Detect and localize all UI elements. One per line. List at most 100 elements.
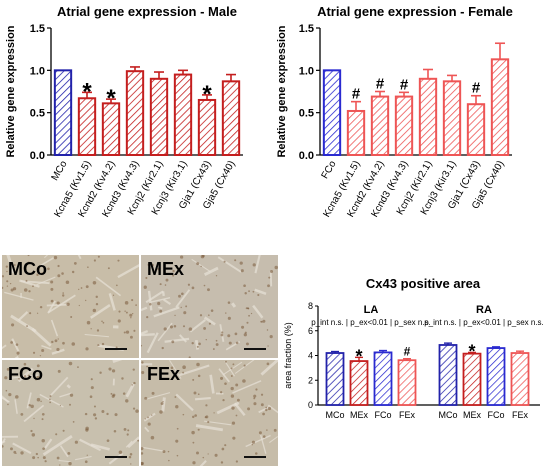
cx43-x-tick-label: FCo <box>487 410 504 420</box>
histology-stain-dot <box>68 461 72 466</box>
histology-fiber <box>108 293 116 311</box>
histology-stain-dot <box>102 321 105 324</box>
histology-stain-dot <box>61 272 64 275</box>
histology-stain-dot <box>255 388 258 391</box>
histology-stain-dot <box>42 456 46 460</box>
scale-bar <box>244 456 266 458</box>
histology-stain-dot <box>207 288 210 292</box>
cx43-x-tick-label: MEx <box>350 410 369 420</box>
histology-stain-dot <box>27 374 30 377</box>
histology-stain-dot <box>267 284 270 288</box>
histology-stain-dot <box>6 280 9 283</box>
cx43-y-tick-label: 6 <box>308 326 313 336</box>
histology-stain-dot <box>30 429 33 433</box>
histology-stain-dot <box>27 261 30 264</box>
histology-stain-dot <box>191 286 195 290</box>
histology-stain-dot <box>70 316 73 319</box>
histology-fiber <box>90 443 110 451</box>
histology-stain-dot <box>221 331 224 334</box>
histology-stain-dot <box>92 281 97 285</box>
histology-stain-dot <box>65 280 70 285</box>
histology-stain-dot <box>203 284 206 287</box>
histology-stain-dot <box>178 294 181 298</box>
male-bar <box>149 77 169 156</box>
histology-stain-dot <box>73 262 77 265</box>
histology-fiber <box>125 383 135 398</box>
histology-texture <box>141 360 278 466</box>
histology-stain-dot <box>145 276 148 279</box>
histology-stain-dot <box>203 326 207 330</box>
histology-fiber <box>203 266 219 276</box>
histology-fiber <box>260 360 278 376</box>
histology-fiber <box>84 333 110 338</box>
histology-fiber <box>144 426 150 433</box>
histology-stain-dot <box>106 439 110 443</box>
histology-stain-dot <box>86 454 88 456</box>
histology-stain-dot <box>8 393 12 397</box>
histology-fiber <box>112 360 123 364</box>
histology-stain-dot <box>205 415 209 419</box>
histology-stain-dot <box>230 386 234 391</box>
histology-stain-dot <box>181 292 184 296</box>
histology-fiber <box>144 392 171 400</box>
histology-stain-dot <box>95 295 98 299</box>
female-significance-marker: # <box>472 80 481 97</box>
histology-stain-dot <box>74 440 78 444</box>
histology-stain-dot <box>235 460 239 463</box>
histology-panel-fco: FCo <box>2 360 139 466</box>
histology-stain-dot <box>149 302 152 306</box>
histology-stain-dot <box>228 341 232 345</box>
histology-stain-dot <box>32 351 36 354</box>
histology-stain-dot <box>163 327 167 331</box>
cx43-chart-title: Cx43 positive area <box>366 276 481 291</box>
histology-stain-dot <box>71 342 76 346</box>
histology-stain-dot <box>243 333 247 337</box>
histology-stain-dot <box>179 255 184 259</box>
histology-stain-dot <box>260 320 263 323</box>
histology-stain-dot <box>183 311 187 315</box>
histology-stain-dot <box>222 398 225 402</box>
histology-stain-dot <box>137 439 139 442</box>
histology-stain-dot <box>16 351 20 355</box>
cx43-bar <box>373 351 393 406</box>
histology-stain-dot <box>12 287 17 291</box>
histology-stain-dot <box>192 441 195 444</box>
histology-stain-dot <box>32 456 36 460</box>
histology-stain-dot <box>36 376 40 380</box>
histology-stain-dot <box>207 420 210 424</box>
histology-stain-dot <box>205 404 208 407</box>
histology-stain-dot <box>141 461 144 466</box>
male-significance-marker: * <box>202 81 212 108</box>
female-significance-marker: # <box>352 86 361 103</box>
histology-fiber <box>195 424 224 432</box>
histology-stain-dot <box>253 394 257 398</box>
histology-fiber <box>20 280 50 285</box>
histology-stain-dot <box>2 445 4 448</box>
histology-stain-dot <box>28 403 31 407</box>
female-y-tick-label: 0.0 <box>299 150 314 162</box>
histology-fiber <box>217 256 242 273</box>
histology-fiber <box>2 438 6 445</box>
histology-fiber <box>161 397 166 412</box>
histology-stain-dot <box>253 397 256 400</box>
histology-stain-dot <box>132 407 136 410</box>
histology-stain-dot <box>230 375 233 377</box>
histology-stain-dot <box>232 436 236 440</box>
histology-stain-dot <box>49 401 52 404</box>
histology-stain-dot <box>268 276 271 279</box>
histology-stain-dot <box>2 275 5 278</box>
female-y-axis-label: Relative gene expression <box>276 25 288 157</box>
histology-fiber <box>48 376 69 398</box>
histology-stain-dot <box>191 341 194 345</box>
histology-stain-dot <box>144 418 146 420</box>
histology-stain-dot <box>197 374 201 378</box>
histology-stain-dot <box>50 287 54 291</box>
male-chart-group: Atrial gene expression - Male Relative ge… <box>5 4 243 219</box>
female-bar <box>370 95 390 156</box>
histology-fiber <box>11 338 20 352</box>
histology-stain-dot <box>175 404 179 409</box>
histology-fiber <box>269 436 278 444</box>
histology-fiber <box>267 404 278 414</box>
histology-fiber <box>141 446 164 452</box>
male-significance-marker: * <box>106 85 116 112</box>
